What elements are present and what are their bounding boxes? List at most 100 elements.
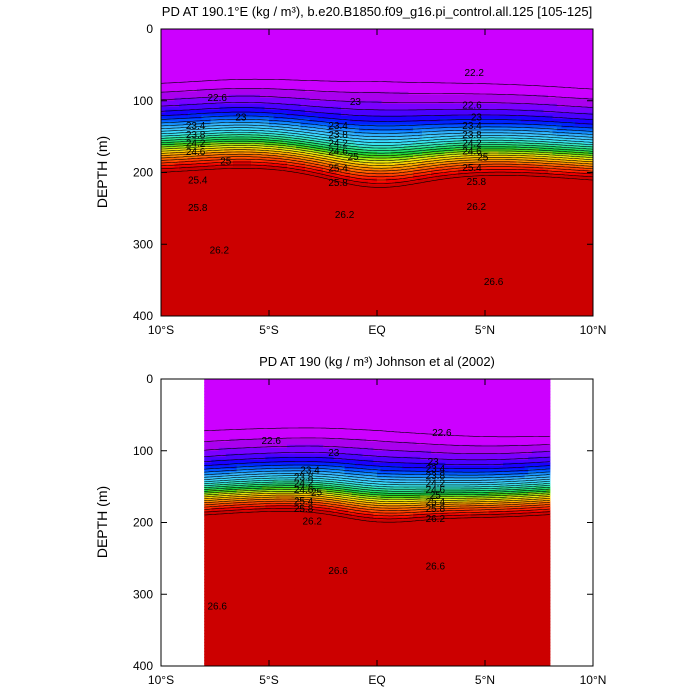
- contour-fill-cell: [336, 229, 342, 233]
- contour-fill-cell: [170, 121, 176, 126]
- contour-fill-cell: [255, 124, 261, 129]
- contour-fill-cell: [390, 253, 396, 257]
- contour-fill-cell: [282, 226, 288, 230]
- contour-fill-cell: [215, 274, 221, 278]
- contour-fill-cell: [354, 76, 360, 81]
- contour-fill-cell: [309, 220, 315, 224]
- contour-fill-cell: [183, 286, 189, 290]
- contour-fill-cell: [296, 238, 302, 242]
- contour-fill-cell: [287, 85, 293, 90]
- contour-fill-cell: [368, 283, 374, 287]
- contour-fill-cell: [237, 94, 243, 99]
- contour-fill-cell: [201, 301, 207, 305]
- contour-fill-cell: [201, 208, 207, 212]
- contour-fill-cell: [377, 226, 383, 230]
- contour-fill-cell: [345, 130, 351, 135]
- contour-fill-cell: [165, 61, 171, 66]
- contour-fill-cell: [179, 229, 185, 233]
- contour-fill-cell: [206, 250, 212, 254]
- contour-fill-cell: [174, 193, 180, 198]
- contour-fill-cell: [350, 73, 356, 78]
- contour-fill-cell: [345, 175, 351, 180]
- contour-fill-cell: [300, 160, 306, 165]
- contour-fill-cell: [381, 295, 387, 299]
- contour-fill-cell: [305, 70, 311, 75]
- contour-fill-cell: [179, 196, 185, 201]
- contour-fill-cell: [255, 184, 261, 189]
- contour-fill-cell: [390, 91, 396, 96]
- contour-fill-cell: [219, 142, 225, 147]
- contour-fill-cell: [305, 190, 311, 195]
- contour-fill-cell: [359, 214, 365, 218]
- contour-fill-cell: [305, 94, 311, 99]
- contour-fill-cell: [282, 214, 288, 218]
- contour-fill-cell: [336, 310, 342, 314]
- contour-fill-cell: [381, 292, 387, 296]
- contour-fill-cell: [273, 160, 279, 165]
- contour-fill-cell: [390, 310, 396, 314]
- contour-fill-cell: [273, 40, 279, 45]
- contour-fill-cell: [215, 52, 221, 57]
- contour-fill-cell: [170, 55, 176, 60]
- contour-fill-cell: [246, 124, 252, 129]
- contour-fill-cell: [228, 67, 234, 72]
- contour-fill-cell: [161, 79, 167, 84]
- contour-fill-cell: [314, 295, 320, 299]
- contour-fill-cell: [282, 229, 288, 233]
- contour-fill-cell: [165, 277, 171, 281]
- contour-fill-cell: [264, 235, 270, 239]
- contour-fill-cell: [233, 31, 239, 36]
- contour-fill-cell: [228, 292, 234, 296]
- contour-fill-cell: [197, 106, 203, 111]
- contour-fill-cell: [201, 148, 207, 153]
- contour-fill-cell: [264, 232, 270, 236]
- contour-fill-cell: [170, 46, 176, 51]
- contour-fill-cell: [296, 178, 302, 183]
- contour-fill-cell: [309, 124, 315, 129]
- contour-fill-cell: [282, 187, 288, 192]
- contour-fill-cell: [197, 280, 203, 284]
- contour-fill-cell: [251, 61, 257, 66]
- contour-fill-cell: [327, 145, 333, 150]
- contour-fill-cell: [201, 196, 207, 201]
- contour-fill-cell: [260, 190, 266, 195]
- contour-fill-cell: [305, 76, 311, 81]
- contour-fill-cell: [354, 91, 360, 96]
- contour-fill-cell: [264, 52, 270, 57]
- contour-fill-cell: [296, 295, 302, 299]
- contour-fill-cell: [327, 76, 333, 81]
- contour-fill-cell: [296, 274, 302, 278]
- contour-fill-cell: [287, 118, 293, 123]
- contour-fill-cell: [372, 112, 378, 117]
- contour-fill-cell: [282, 220, 288, 224]
- contour-fill-cell: [174, 37, 180, 42]
- contour-fill-cell: [287, 304, 293, 308]
- contour-fill-cell: [368, 97, 374, 102]
- contour-fill-cell: [327, 172, 333, 177]
- contour-fill-cell: [170, 286, 176, 290]
- contour-fill-cell: [233, 70, 239, 75]
- contour-fill-cell: [165, 220, 171, 224]
- contour-fill-cell: [273, 241, 279, 245]
- contour-fill-cell: [386, 40, 392, 45]
- contour-fill-cell: [197, 175, 203, 180]
- contour-fill-cell: [246, 208, 252, 212]
- contour-fill-cell: [179, 52, 185, 57]
- contour-fill-cell: [296, 67, 302, 72]
- contour-fill-cell: [278, 61, 284, 66]
- contour-fill-cell: [183, 211, 189, 215]
- contour-fill-cell: [242, 136, 248, 141]
- contour-fill-cell: [210, 286, 216, 290]
- contour-fill-cell: [233, 172, 239, 177]
- contour-fill-cell: [219, 184, 225, 189]
- contour-fill-cell: [251, 73, 257, 78]
- contour-fill-cell: [287, 64, 293, 69]
- contour-fill-cell: [336, 256, 342, 260]
- contour-fill-cell: [215, 88, 221, 93]
- contour-fill-cell: [242, 118, 248, 123]
- contour-fill-cell: [323, 112, 329, 117]
- contour-fill-cell: [350, 37, 356, 42]
- contour-fill-cell: [381, 124, 387, 129]
- contour-fill-cell: [278, 82, 284, 87]
- contour-fill-cell: [377, 130, 383, 135]
